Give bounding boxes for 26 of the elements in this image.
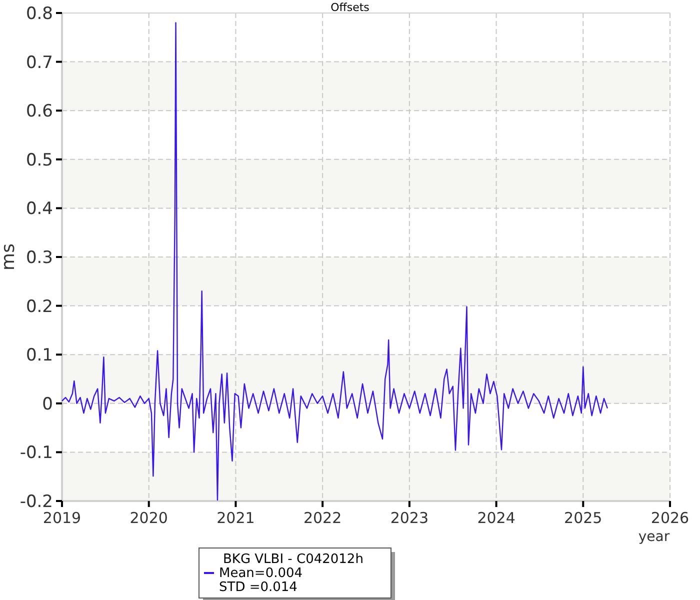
x-tick-label: 2023 bbox=[390, 509, 429, 527]
y-tick-label: -0.1 bbox=[20, 443, 53, 464]
line-series bbox=[61, 22, 608, 501]
x-tick-label: 2020 bbox=[130, 509, 168, 527]
y-tick-label: -0.2 bbox=[20, 492, 53, 512]
text: BKG VLBI - C042012h bbox=[223, 552, 364, 567]
y-tick-label: 0.5 bbox=[26, 150, 53, 170]
x-tick-label: 2019 bbox=[42, 509, 82, 527]
text: Mean=0.004 bbox=[219, 566, 303, 581]
y-tick-label: 0.6 bbox=[26, 102, 53, 122]
text: STD =0.014 bbox=[219, 580, 298, 595]
y-axis-title: ms bbox=[0, 244, 19, 270]
x-tick-label: 2026 bbox=[650, 509, 690, 527]
y-tick-label: 0.8 bbox=[26, 4, 53, 24]
y-tick-label: 0.7 bbox=[26, 52, 53, 73]
y-tick-label: 0 bbox=[42, 394, 53, 414]
chart-title: Offsets bbox=[330, 1, 370, 14]
y-tick-label: 0.2 bbox=[26, 296, 53, 317]
y-tick-label: 0.3 bbox=[26, 248, 53, 268]
x-tick-label: 2021 bbox=[216, 509, 255, 527]
x-axis-title: year bbox=[638, 529, 670, 545]
x-tick-label: 2022 bbox=[303, 509, 342, 527]
y-tick-label: 0.4 bbox=[26, 199, 53, 220]
x-tick-label: 2024 bbox=[477, 509, 516, 527]
y-tick-label: 0.1 bbox=[26, 346, 53, 366]
x-tick-label: 2025 bbox=[564, 509, 602, 527]
